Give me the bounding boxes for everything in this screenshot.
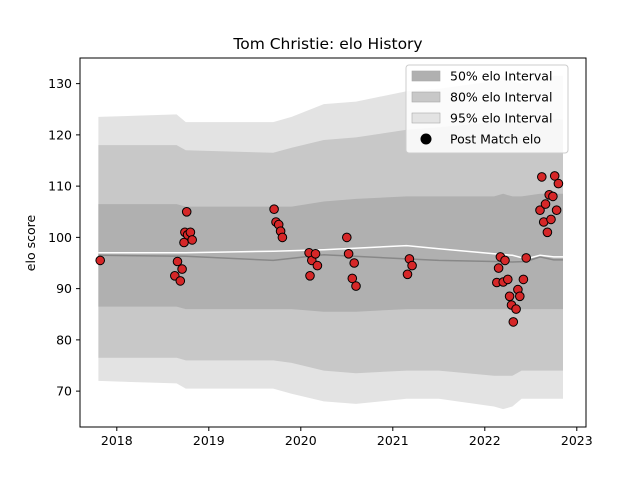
post-match-elo-point	[173, 257, 182, 266]
post-match-elo-point	[270, 205, 279, 214]
post-match-elo-point	[344, 250, 353, 259]
post-match-elo-point	[538, 173, 547, 182]
post-match-elo-point	[311, 250, 320, 259]
legend-marker-swatch	[421, 134, 432, 145]
x-tick-label: 2023	[561, 433, 593, 448]
x-tick-label: 2022	[469, 433, 501, 448]
post-match-elo-point	[547, 215, 556, 224]
y-tick-label: 100	[48, 230, 72, 245]
legend-label: Post Match elo	[450, 132, 541, 147]
post-match-elo-point	[549, 192, 558, 201]
legend: 50% elo Interval 80% elo Interval 95% elo …	[406, 65, 568, 153]
legend-label: 95% elo Interval	[450, 111, 552, 126]
post-match-elo-point	[306, 272, 315, 281]
post-match-elo-point	[350, 259, 359, 268]
post-match-elo-point	[313, 261, 322, 270]
post-match-elo-point	[512, 305, 521, 314]
chart-title: Tom Christie: elo History	[232, 35, 422, 53]
y-tick-label: 120	[48, 127, 72, 142]
post-match-elo-point	[188, 236, 197, 245]
post-match-elo-point	[178, 265, 187, 274]
post-match-elo-point	[541, 200, 550, 209]
post-match-elo-point	[176, 277, 185, 286]
post-match-elo-point	[522, 254, 531, 263]
post-match-elo-point	[182, 208, 191, 217]
x-tick-label: 2018	[101, 433, 133, 448]
x-tick-label: 2020	[285, 433, 317, 448]
post-match-elo-point	[509, 318, 518, 327]
x-tick-label: 2019	[193, 433, 225, 448]
post-match-elo-point	[519, 275, 528, 284]
legend-label: 80% elo Interval	[450, 90, 552, 105]
y-axis-label: elo score	[23, 215, 38, 272]
post-match-elo-point	[552, 206, 561, 215]
post-match-elo-point	[505, 292, 514, 301]
post-match-elo-point	[494, 264, 503, 273]
post-match-elo-point	[501, 256, 510, 265]
post-match-elo-point	[543, 228, 552, 237]
y-tick-label: 80	[56, 332, 72, 347]
y-tick-label: 90	[56, 281, 72, 296]
post-match-elo-point	[403, 270, 412, 279]
post-match-elo-point	[554, 179, 563, 188]
y-tick-label: 110	[48, 179, 72, 194]
x-tick-label: 2021	[377, 433, 409, 448]
post-match-elo-point	[408, 261, 417, 270]
legend-band-swatch	[412, 113, 440, 123]
post-match-elo-point	[96, 256, 105, 265]
post-match-elo-point	[504, 275, 513, 284]
legend-label: 50% elo Interval	[450, 69, 552, 84]
post-match-elo-point	[278, 233, 287, 242]
y-tick-label: 70	[56, 384, 72, 399]
y-tick-label: 130	[48, 76, 72, 91]
post-match-elo-point	[352, 282, 361, 291]
post-match-elo-point	[516, 292, 525, 301]
legend-band-swatch	[412, 92, 440, 102]
post-match-elo-point	[343, 233, 352, 242]
legend-band-swatch	[412, 71, 440, 81]
